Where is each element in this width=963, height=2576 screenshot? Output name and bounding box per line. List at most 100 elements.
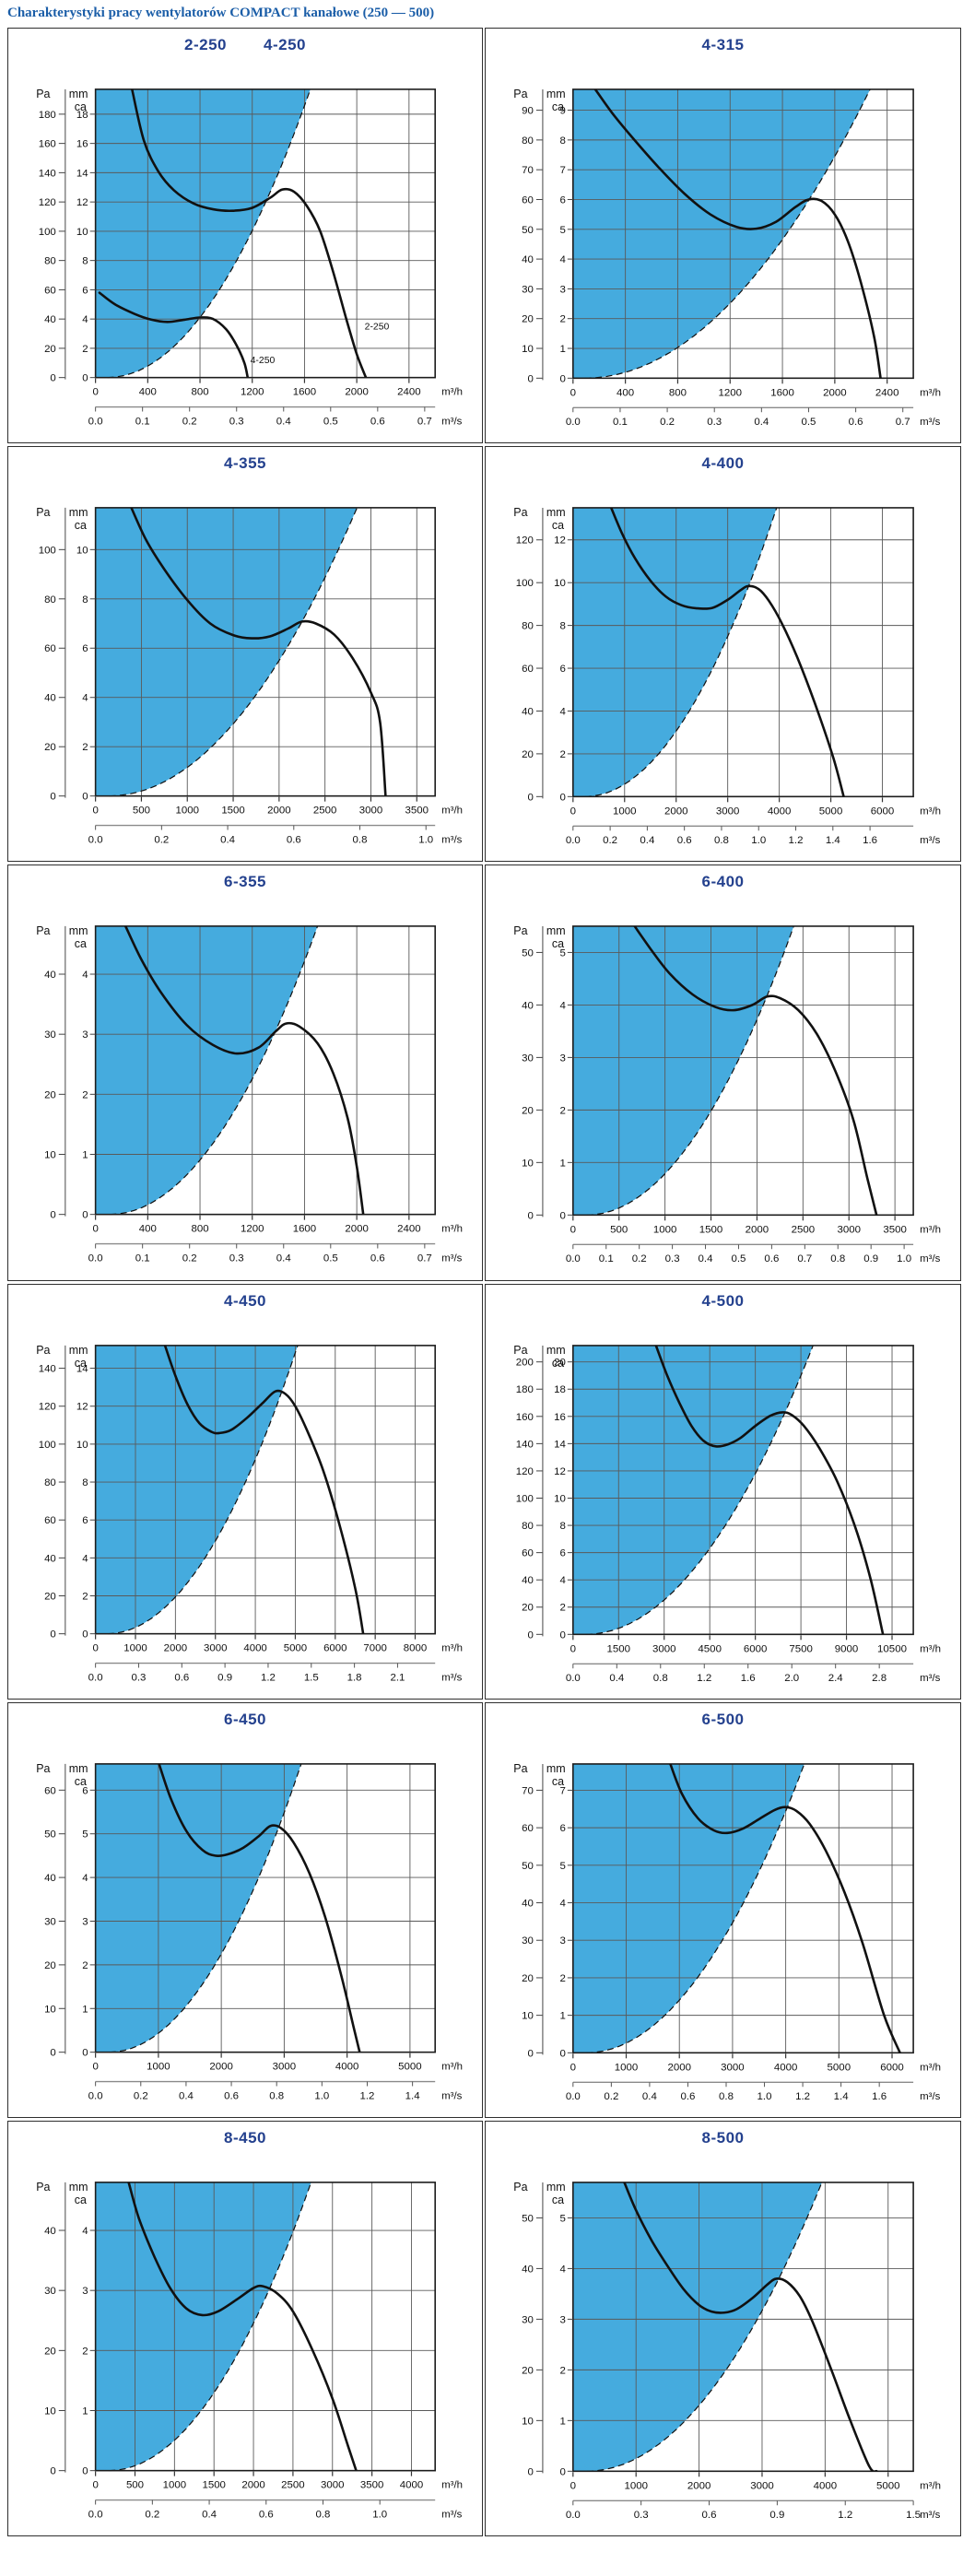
operating-region: [572, 1345, 814, 1634]
m3h-tick-label: 0: [570, 1225, 576, 1236]
m3s-tick-label: 0.1: [613, 417, 628, 428]
chart-title-text: 8-500: [701, 2128, 745, 2147]
chart-title: 4-500: [486, 1285, 960, 1318]
ca-unit-label: ca: [552, 100, 564, 113]
m3s-tick-label: 0.0: [88, 1672, 103, 1683]
m3s-tick-label: 0.6: [259, 2509, 274, 2520]
m3s-tick-label: 1.6: [741, 1673, 756, 1684]
m3s-tick-label: 0.0: [88, 416, 103, 427]
mm-tick-label: 1: [559, 2010, 565, 2021]
mm-tick-label: 4: [82, 693, 88, 704]
m3s-tick-label: 0.8: [653, 1673, 668, 1684]
pa-tick-label: 10: [44, 2004, 56, 2015]
m3s-tick-label: 0.9: [217, 1672, 232, 1683]
m3h-tick-label: 2000: [345, 1224, 368, 1235]
mm-tick-label: 0: [559, 2048, 565, 2059]
m3s-tick-label: 0.4: [220, 835, 236, 846]
pa-tick-label: 0: [528, 793, 534, 804]
m3s-tick-label: 1.4: [405, 2090, 421, 2101]
m3h-unit-label: m³/h: [441, 1224, 463, 1235]
mm-unit-label: mm: [546, 1762, 566, 1775]
m3s-unit-label: m³/s: [441, 1672, 463, 1683]
operating-region: [572, 1763, 804, 2053]
m3h-unit-label: m³/h: [441, 2061, 463, 2072]
pa-unit-label: Pa: [36, 1762, 50, 1775]
fan-curves: [654, 1345, 885, 1634]
mm-tick-label: 0: [559, 373, 565, 384]
pa-tick-label: 30: [44, 1030, 56, 1041]
m3s-tick-label: 0.6: [287, 835, 301, 846]
flow-m3h-axis: 0 1000 2000 3000 4000 5000 6000 m³/h: [570, 797, 941, 817]
m3h-tick-label: 5000: [828, 2062, 851, 2073]
mm-tick-label: 0: [82, 1629, 88, 1640]
pa-tick-label: 40: [522, 2264, 534, 2275]
mm-tick-label: 4: [82, 1873, 88, 1884]
m3s-tick-label: 1.2: [795, 2091, 810, 2102]
m3s-tick-label: 0.1: [135, 416, 150, 427]
curve-label: 2-250: [365, 322, 390, 332]
plot-grid: [95, 1345, 436, 1634]
m3h-tick-label: 6000: [323, 1642, 346, 1653]
mm-tick-label: 0: [82, 1210, 88, 1221]
m3s-unit-label: m³/s: [441, 2090, 463, 2101]
m3s-tick-label: 0.2: [154, 835, 169, 846]
plot-grid: [572, 1345, 914, 1634]
pa-tick-label: 20: [44, 2346, 56, 2357]
chart-title-text: 4-450: [224, 1291, 266, 1310]
flow-m3s-axis: 0.0 0.1 0.2 0.3 0.4 0.5 0.6 0.7 m³/s: [88, 406, 463, 427]
mm-tick-label: 4: [559, 2264, 566, 2275]
fan-curves: [609, 508, 845, 797]
mm-tick-label: 2: [559, 1106, 565, 1117]
region-boundary-line: [584, 88, 871, 379]
m3s-tick-label: 0.4: [699, 1254, 714, 1265]
m3s-tick-label: 2.0: [784, 1673, 799, 1684]
mm-tick-label: 4: [559, 1898, 566, 1909]
m3s-tick-label: 0.6: [224, 2090, 239, 2101]
m3h-tick-label: 1000: [615, 2062, 639, 2073]
plot-border: [572, 1344, 914, 1635]
flow-m3s-axis: 0.0 0.2 0.4 0.6 0.8 1.0 m³/s: [88, 825, 463, 846]
m3s-tick-label: 0.2: [145, 2509, 159, 2520]
fan-chart-panel: 8-500 Pa 0 10 20 30 40 50 mm ca 0 1 2 3 4 5 0 1000 2000 30…: [485, 2120, 961, 2537]
charts-grid: 2-250 4-250 Pa 0 20 40 60 80 100 120 140 160 180 mm c…: [7, 28, 963, 2537]
mm-tick-label: 0: [82, 373, 88, 384]
m3h-tick-label: 2000: [209, 2061, 232, 2072]
m3s-tick-label: 0.6: [370, 416, 385, 427]
fan-chart-panel: 6-450 Pa 0 10 20 30 40 50 60 mm ca 0 1 2 3 4 5 6 0 1000 200…: [7, 1701, 483, 2118]
fan-chart-panel: 8-450 Pa 0 10 20 30 40 mm ca 0 1 2 3 4 0 500 1000 1500 20…: [7, 2120, 483, 2537]
pa-tick-label: 180: [516, 1384, 534, 1395]
flow-m3h-axis: 0 400 800 1200 1600 2000 2400 m³/h: [570, 379, 941, 398]
pa-axis: Pa 0 10 20 30 40: [36, 924, 66, 1221]
region-boundary-line: [109, 2182, 312, 2472]
m3h-tick-label: 800: [191, 387, 208, 398]
mm-tick-label: 0: [82, 792, 88, 803]
m3s-tick-label: 0.0: [88, 835, 103, 846]
pa-tick-label: 30: [522, 1053, 534, 1065]
pa-tick-label: 60: [522, 1823, 534, 1834]
m3h-tick-label: 2000: [746, 1225, 769, 1236]
pa-tick-label: 100: [39, 1439, 56, 1450]
pa-tick-label: 50: [522, 2213, 534, 2224]
flow-m3h-axis: 0 1000 2000 3000 4000 5000 6000 7000 8000 m³/h: [92, 1634, 463, 1653]
mm-unit-label: mm: [546, 506, 566, 519]
pa-tick-label: 120: [39, 197, 56, 208]
pa-tick-label: 20: [44, 1591, 56, 1602]
fan-curves: [623, 2182, 878, 2472]
m3s-tick-label: 0.0: [88, 2090, 103, 2101]
pa-unit-label: Pa: [513, 88, 527, 100]
flow-m3h-axis: 0 1500 3000 4500 6000 7500 9000 10500 m³/h: [570, 1634, 941, 1654]
region-boundary-line: [586, 2182, 823, 2472]
fan-chart-panel: 4-500 Pa 0 20 40 60 80 100 120 140 160 180 200 mm ca 0…: [485, 1283, 961, 1700]
mm-tick-label: 0: [559, 1629, 565, 1641]
operating-region: [95, 508, 358, 796]
mm-unit-label: mm: [69, 924, 88, 937]
m3h-tick-label: 500: [610, 1225, 628, 1236]
m3s-tick-label: 0.2: [182, 1253, 197, 1264]
m3s-tick-label: 0.6: [677, 835, 692, 846]
m3h-tick-label: 1000: [176, 806, 199, 817]
fan-curve-6-500: [669, 1763, 901, 2053]
page-title: Charakterystyki pracy wentylatorów COMPA…: [7, 6, 435, 20]
